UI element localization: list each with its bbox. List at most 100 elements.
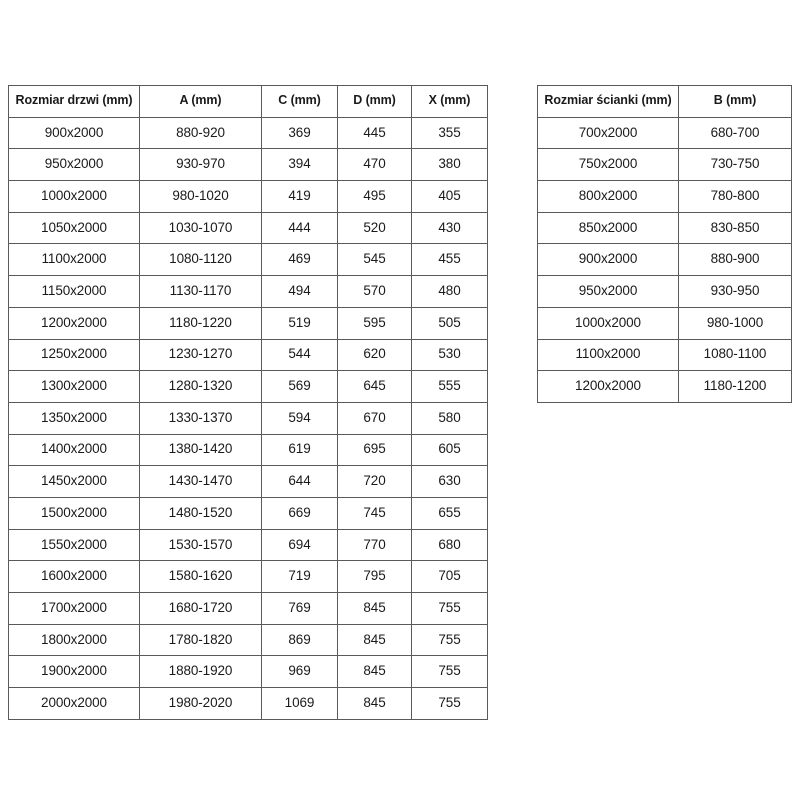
table-row: 1400x2000 1380-1420 619 695 605 — [8, 433, 488, 467]
cell-d: 545 — [337, 243, 412, 277]
column-header-c: C (mm) — [261, 85, 338, 118]
cell-x: 630 — [411, 465, 488, 498]
table-row: 1000x2000 980-1000 — [537, 306, 792, 340]
table-row: 1250x2000 1230-1270 544 620 530 — [8, 338, 488, 372]
cell-d: 770 — [337, 528, 412, 562]
wall-table-header: Rozmiar ścianki (mm) B (mm) — [537, 85, 792, 118]
cell-x: 580 — [411, 401, 488, 435]
cell-d: 470 — [337, 148, 412, 182]
table-row: 1300x2000 1280-1320 569 645 555 — [8, 370, 488, 403]
cell-c: 519 — [261, 306, 338, 340]
cell-door-size: 1300x2000 — [8, 370, 140, 403]
table-row: 700x2000 680-700 — [537, 116, 792, 150]
cell-x: 705 — [411, 560, 488, 593]
cell-c: 444 — [261, 211, 338, 245]
cell-door-size: 950x2000 — [8, 148, 140, 182]
cell-a: 1780-1820 — [139, 623, 262, 657]
cell-door-size: 1000x2000 — [8, 180, 140, 213]
cell-door-size: 1600x2000 — [8, 560, 140, 593]
cell-wall-size: 1000x2000 — [537, 306, 679, 340]
table-row: 800x2000 780-800 — [537, 180, 792, 213]
column-header-a: A (mm) — [139, 85, 262, 118]
table-row: 1700x2000 1680-1720 769 845 755 — [8, 592, 488, 625]
cell-c: 544 — [261, 338, 338, 372]
table-row: 1100x2000 1080-1120 469 545 455 — [8, 243, 488, 277]
cell-b: 980-1000 — [678, 306, 792, 340]
cell-c: 569 — [261, 370, 338, 403]
cell-x: 555 — [411, 370, 488, 403]
wall-panel-size-table: Rozmiar ścianki (mm) B (mm) 700x2000 680-… — [537, 85, 792, 403]
cell-c: 694 — [261, 528, 338, 562]
table-row: 1200x2000 1180-1200 — [537, 370, 792, 403]
cell-x: 430 — [411, 211, 488, 245]
cell-c: 719 — [261, 560, 338, 593]
cell-x: 655 — [411, 496, 488, 530]
cell-door-size: 1350x2000 — [8, 401, 140, 435]
cell-a: 1880-1920 — [139, 655, 262, 689]
cell-x: 455 — [411, 243, 488, 277]
cell-b: 1080-1100 — [678, 338, 792, 372]
table-header-row: Rozmiar ścianki (mm) B (mm) — [537, 85, 792, 118]
cell-wall-size: 950x2000 — [537, 275, 679, 308]
cell-door-size: 1050x2000 — [8, 211, 140, 245]
cell-door-size: 1550x2000 — [8, 528, 140, 562]
cell-door-size: 1100x2000 — [8, 243, 140, 277]
table-row: 1000x2000 980-1020 419 495 405 — [8, 180, 488, 213]
cell-d: 595 — [337, 306, 412, 340]
cell-a: 1280-1320 — [139, 370, 262, 403]
cell-door-size: 1800x2000 — [8, 623, 140, 657]
cell-d: 645 — [337, 370, 412, 403]
cell-x: 755 — [411, 687, 488, 720]
cell-c: 644 — [261, 465, 338, 498]
table-row: 1550x2000 1530-1570 694 770 680 — [8, 528, 488, 562]
cell-door-size: 1450x2000 — [8, 465, 140, 498]
cell-wall-size: 1100x2000 — [537, 338, 679, 372]
cell-d: 745 — [337, 496, 412, 530]
column-header-door-size: Rozmiar drzwi (mm) — [8, 85, 140, 118]
cell-c: 969 — [261, 655, 338, 689]
table-row: 2000x2000 1980-2020 1069 845 755 — [8, 687, 488, 720]
table-row: 900x2000 880-920 369 445 355 — [8, 116, 488, 150]
cell-door-size: 1700x2000 — [8, 592, 140, 625]
cell-d: 845 — [337, 623, 412, 657]
table-row: 900x2000 880-900 — [537, 243, 792, 277]
cell-c: 1069 — [261, 687, 338, 720]
column-header-wall-size: Rozmiar ścianki (mm) — [537, 85, 679, 118]
cell-c: 469 — [261, 243, 338, 277]
cell-a: 1180-1220 — [139, 306, 262, 340]
cell-a: 1080-1120 — [139, 243, 262, 277]
cell-x: 755 — [411, 592, 488, 625]
cell-door-size: 1150x2000 — [8, 275, 140, 308]
cell-wall-size: 850x2000 — [537, 211, 679, 245]
cell-x: 680 — [411, 528, 488, 562]
cell-d: 445 — [337, 116, 412, 150]
table-row: 950x2000 930-970 394 470 380 — [8, 148, 488, 182]
cell-b: 930-950 — [678, 275, 792, 308]
column-header-b: B (mm) — [678, 85, 792, 118]
column-header-x: X (mm) — [411, 85, 488, 118]
cell-a: 1130-1170 — [139, 275, 262, 308]
cell-d: 570 — [337, 275, 412, 308]
cell-d: 845 — [337, 592, 412, 625]
cell-c: 869 — [261, 623, 338, 657]
cell-door-size: 1200x2000 — [8, 306, 140, 340]
table-row: 750x2000 730-750 — [537, 148, 792, 182]
table-row: 1800x2000 1780-1820 869 845 755 — [8, 623, 488, 657]
table-row: 1900x2000 1880-1920 969 845 755 — [8, 655, 488, 689]
cell-d: 845 — [337, 687, 412, 720]
cell-c: 619 — [261, 433, 338, 467]
cell-d: 495 — [337, 180, 412, 213]
cell-c: 419 — [261, 180, 338, 213]
cell-c: 494 — [261, 275, 338, 308]
cell-a: 1330-1370 — [139, 401, 262, 435]
door-table-body: 900x2000 880-920 369 445 355 950x2000 930-970 3… — [8, 116, 488, 720]
cell-d: 695 — [337, 433, 412, 467]
cell-a: 880-920 — [139, 116, 262, 150]
cell-a: 1680-1720 — [139, 592, 262, 625]
cell-x: 480 — [411, 275, 488, 308]
cell-wall-size: 900x2000 — [537, 243, 679, 277]
cell-x: 605 — [411, 433, 488, 467]
cell-c: 394 — [261, 148, 338, 182]
cell-wall-size: 800x2000 — [537, 180, 679, 213]
cell-wall-size: 750x2000 — [537, 148, 679, 182]
